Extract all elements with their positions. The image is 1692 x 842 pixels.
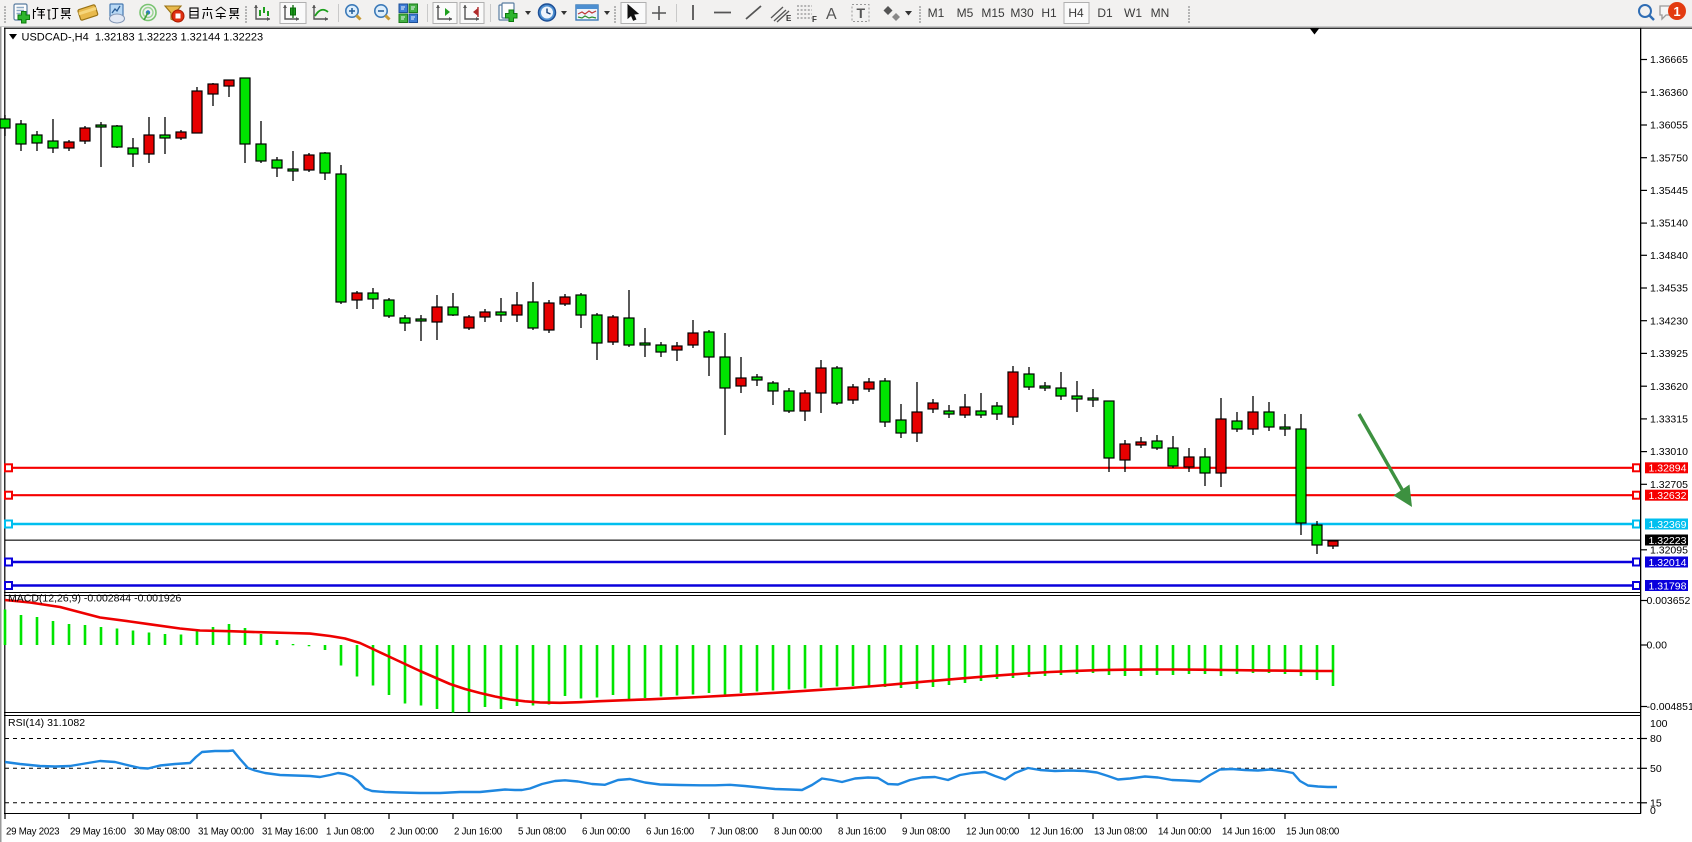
svg-text:7 Jun 08:00: 7 Jun 08:00 [710, 827, 759, 838]
svg-text:1: 1 [1673, 4, 1680, 19]
svg-text:29 May 2023: 29 May 2023 [6, 827, 59, 838]
svg-text:D1: D1 [1097, 6, 1113, 20]
svg-text:1.32632: 1.32632 [1649, 490, 1687, 502]
svg-text:0.003652: 0.003652 [1647, 595, 1691, 607]
svg-text:80: 80 [1650, 733, 1662, 745]
svg-text:USDCAD-,H4 1.32183 1.32223 1.: USDCAD-,H4 1.32183 1.32223 1.32144 1.322… [22, 32, 264, 44]
svg-text:M5: M5 [957, 6, 974, 20]
svg-text:M1: M1 [928, 6, 945, 20]
svg-text:1.34535: 1.34535 [1650, 283, 1688, 295]
svg-text:14 Jun 16:00: 14 Jun 16:00 [1222, 827, 1276, 838]
svg-text:1.33010: 1.33010 [1650, 446, 1688, 458]
svg-text:E: E [786, 14, 792, 23]
svg-text:31 May 00:00: 31 May 00:00 [198, 827, 255, 838]
svg-text:6 Jun 00:00: 6 Jun 00:00 [582, 827, 631, 838]
svg-text:1.33925: 1.33925 [1650, 348, 1688, 360]
svg-text:1.33620: 1.33620 [1650, 381, 1688, 393]
svg-text:2 Jun 00:00: 2 Jun 00:00 [390, 827, 439, 838]
svg-text:1.32223: 1.32223 [1649, 535, 1687, 547]
svg-text:1.34230: 1.34230 [1650, 315, 1688, 327]
svg-text:6 Jun 16:00: 6 Jun 16:00 [646, 827, 695, 838]
svg-text:0.00: 0.00 [1647, 640, 1668, 652]
svg-text:14 Jun 00:00: 14 Jun 00:00 [1158, 827, 1212, 838]
svg-text:A: A [826, 6, 837, 23]
svg-text:1.36360: 1.36360 [1650, 87, 1688, 99]
svg-text:1.32894: 1.32894 [1649, 463, 1687, 475]
svg-text:W1: W1 [1124, 6, 1142, 20]
svg-text:1 Jun 08:00: 1 Jun 08:00 [326, 827, 375, 838]
svg-text:H4: H4 [1068, 6, 1084, 20]
svg-text:T: T [857, 5, 866, 21]
svg-text:M15: M15 [981, 6, 1005, 20]
svg-text:1.35445: 1.35445 [1650, 185, 1688, 197]
svg-text:MN: MN [1151, 6, 1170, 20]
svg-text:MACD(12,26,9) -0.002844 -0.001: MACD(12,26,9) -0.002844 -0.001926 [8, 593, 182, 605]
svg-text:1.35140: 1.35140 [1650, 218, 1688, 230]
svg-text:30 May 08:00: 30 May 08:00 [134, 827, 191, 838]
svg-text:15: 15 [1650, 797, 1662, 809]
svg-text:F: F [812, 15, 817, 24]
svg-text:1.31798: 1.31798 [1649, 580, 1687, 592]
svg-text:50: 50 [1650, 763, 1662, 775]
svg-text:0: 0 [1650, 805, 1656, 817]
svg-text:M30: M30 [1010, 6, 1034, 20]
svg-text:8 Jun 00:00: 8 Jun 00:00 [774, 827, 823, 838]
svg-text:1.32014: 1.32014 [1649, 557, 1687, 569]
svg-text:1.32369: 1.32369 [1649, 519, 1687, 531]
svg-text:9 Jun 08:00: 9 Jun 08:00 [902, 827, 951, 838]
svg-text:H1: H1 [1041, 6, 1057, 20]
svg-text:1.32095: 1.32095 [1650, 544, 1688, 556]
svg-text:13 Jun 08:00: 13 Jun 08:00 [1094, 827, 1148, 838]
svg-text:31 May 16:00: 31 May 16:00 [262, 827, 319, 838]
svg-text:-0.004851: -0.004851 [1647, 701, 1692, 713]
svg-text:RSI(14) 31.1082: RSI(14) 31.1082 [8, 717, 85, 729]
svg-text:1.32705: 1.32705 [1650, 479, 1688, 491]
svg-text:1.35750: 1.35750 [1650, 152, 1688, 164]
svg-text:8 Jun 16:00: 8 Jun 16:00 [838, 827, 887, 838]
svg-text:15 Jun 08:00: 15 Jun 08:00 [1286, 827, 1340, 838]
svg-text:1.34840: 1.34840 [1650, 250, 1688, 262]
svg-text:2 Jun 16:00: 2 Jun 16:00 [454, 827, 503, 838]
svg-text:1.36055: 1.36055 [1650, 120, 1688, 132]
svg-text:1.36665: 1.36665 [1650, 54, 1688, 66]
svg-text:12 Jun 00:00: 12 Jun 00:00 [966, 827, 1020, 838]
svg-text:5 Jun 08:00: 5 Jun 08:00 [518, 827, 567, 838]
svg-text:12 Jun 16:00: 12 Jun 16:00 [1030, 827, 1084, 838]
svg-text:29 May 16:00: 29 May 16:00 [70, 827, 127, 838]
svg-text:1.33315: 1.33315 [1650, 414, 1688, 426]
svg-text:100: 100 [1650, 718, 1668, 730]
